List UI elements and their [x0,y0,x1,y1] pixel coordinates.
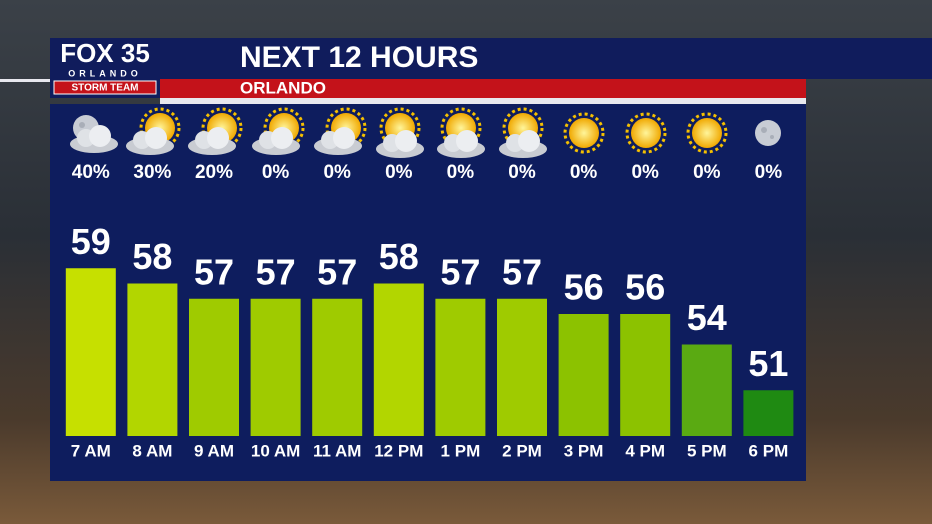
x-tick-label: 5 PM [687,441,727,460]
value-label: 57 [256,251,296,292]
subtitle-band [160,79,806,98]
bar [250,298,301,436]
x-tick-label: 6 PM [749,441,789,460]
precip-label: 0% [447,162,475,183]
x-tick-label: 9 AM [194,441,234,460]
bar [435,298,486,436]
value-label: 57 [440,251,480,292]
chart-title: NEXT 12 HOURS [240,41,478,74]
value-label: 54 [687,297,727,338]
value-label: 51 [748,343,788,384]
precip-label: 30% [133,162,171,183]
bar [189,298,239,436]
precip-label: 0% [385,162,413,183]
bar [373,283,424,436]
precip-label: 0% [755,162,783,183]
value-label: 57 [194,251,234,292]
bar [620,314,671,436]
precip-label: 0% [631,162,659,183]
title-band [50,38,932,79]
bar [743,390,794,436]
x-tick-label: 12 PM [374,441,423,460]
bar [558,314,609,436]
logo-city: ORLANDO [68,68,142,78]
precip-label: 0% [323,162,351,183]
x-tick-label: 8 AM [132,441,172,460]
logo-team-box [53,80,157,95]
value-label: 58 [132,236,172,277]
divider [0,79,50,82]
logo-brand: FOX 35 [60,38,150,68]
value-label: 57 [502,251,542,292]
value-label: 56 [564,267,604,308]
value-label: 56 [625,267,665,308]
bar [65,268,116,436]
value-label: 58 [379,236,419,277]
x-tick-label: 2 PM [502,441,542,460]
x-tick-label: 1 PM [441,441,481,460]
divider [160,98,806,104]
x-tick-label: 11 AM [313,441,362,460]
x-tick-label: 4 PM [625,441,665,460]
precip-label: 20% [195,162,233,183]
precip-label: 40% [72,162,110,183]
x-tick-label: 10 AM [251,441,300,460]
chart-subtitle: ORLANDO [240,78,326,97]
logo-team: STORM TEAM [71,83,138,94]
precip-label: 0% [570,162,598,183]
x-tick-label: 3 PM [564,441,604,460]
x-tick-label: 7 AM [71,441,111,460]
value-label: 59 [71,221,111,262]
precip-label: 0% [262,162,290,183]
bar [127,283,178,436]
bar [681,344,732,436]
precip-label: 0% [508,162,536,183]
value-label: 57 [317,251,357,292]
bar [312,298,363,436]
bar [497,298,547,436]
precip-label: 0% [693,162,721,183]
